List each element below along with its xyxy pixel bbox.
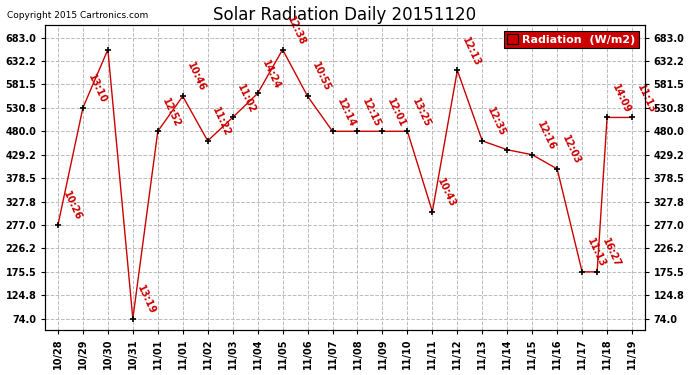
Text: 11:13: 11:13 <box>635 82 657 115</box>
Text: 10:46: 10:46 <box>186 61 208 93</box>
Text: 11:13: 11:13 <box>585 237 607 269</box>
Text: 13:19: 13:19 <box>136 284 158 316</box>
Text: 10:43: 10:43 <box>435 177 457 209</box>
Text: 11:02: 11:02 <box>235 82 257 115</box>
Text: 12:52: 12:52 <box>161 96 183 129</box>
Text: 12:14: 12:14 <box>335 96 357 129</box>
Text: 13:10: 13:10 <box>86 73 108 105</box>
Text: 12:01: 12:01 <box>385 96 407 129</box>
Text: 14:24: 14:24 <box>260 58 283 91</box>
Title: Solar Radiation Daily 20151120: Solar Radiation Daily 20151120 <box>213 6 477 24</box>
Text: 12:38: 12:38 <box>286 14 308 47</box>
Text: 13:25: 13:25 <box>410 96 433 129</box>
Legend: Radiation  (W/m2): Radiation (W/m2) <box>504 31 639 48</box>
Text: Copyright 2015 Cartronics.com: Copyright 2015 Cartronics.com <box>7 11 148 20</box>
Text: 14:09: 14:09 <box>610 82 632 115</box>
Text: 12:15: 12:15 <box>360 96 382 129</box>
Text: 12:35: 12:35 <box>485 106 507 138</box>
Text: 16:27: 16:27 <box>600 237 622 269</box>
Text: 10:26: 10:26 <box>61 190 83 222</box>
Text: 12:03: 12:03 <box>560 134 582 166</box>
Text: 11:22: 11:22 <box>210 106 233 138</box>
Text: 12:13: 12:13 <box>460 35 482 68</box>
Text: 12:16: 12:16 <box>535 120 557 152</box>
Text: 10:55: 10:55 <box>310 61 333 93</box>
